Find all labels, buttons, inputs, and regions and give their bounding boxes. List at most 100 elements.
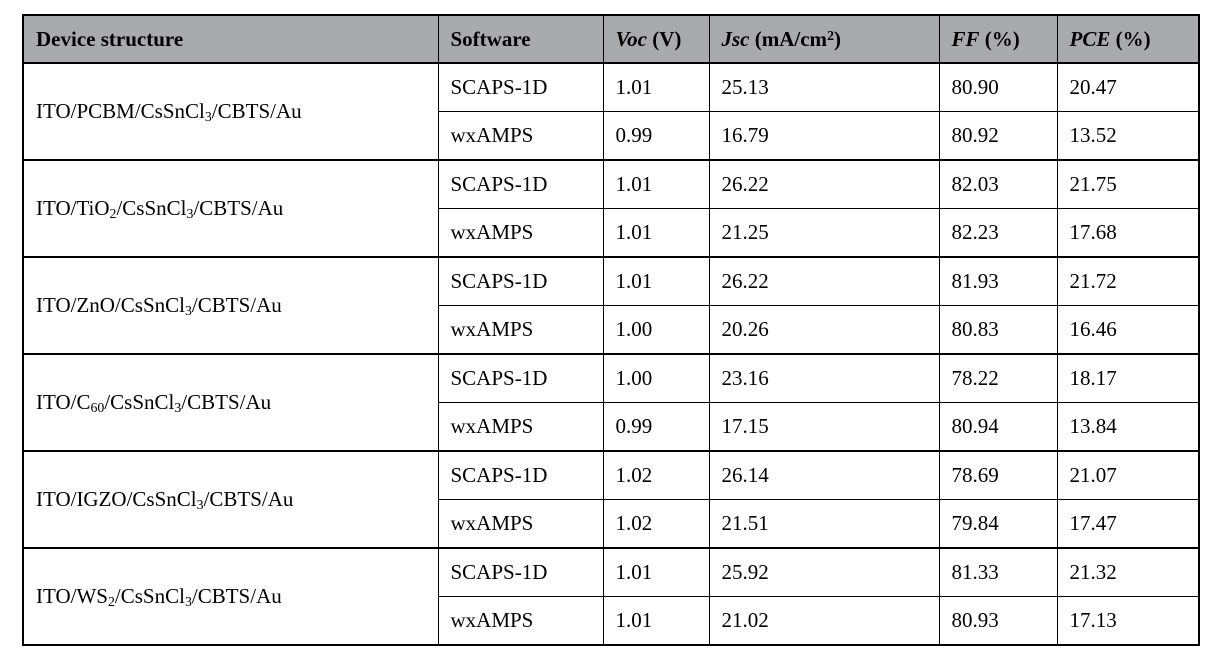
ff-cell: 81.33: [938, 547, 1058, 597]
text-fragment: ITO/IGZO/CsSnCl: [36, 487, 197, 512]
text-fragment: 3: [186, 206, 194, 222]
text-fragment: Jsc: [721, 26, 750, 51]
pce-cell: 17.13: [1056, 596, 1200, 646]
column-header-software: Software: [437, 14, 604, 64]
software-cell: SCAPS-1D: [437, 450, 604, 500]
device-structure-cell: ITO/ZnO/CsSnCl3/CBTS/Au: [22, 256, 439, 355]
pce-cell: 21.75: [1056, 159, 1200, 209]
text-fragment: ITO/ZnO/CsSnCl: [36, 293, 185, 318]
voc-cell: 1.01: [602, 208, 710, 258]
text-fragment: ): [834, 26, 841, 51]
text-fragment: 3: [184, 594, 192, 610]
text-fragment: /CBTS/Au: [203, 487, 294, 512]
pce-cell: 18.17: [1056, 353, 1200, 403]
pce-cell: 13.84: [1056, 402, 1200, 452]
text-fragment: /CBTS/Au: [211, 99, 302, 124]
table-row: ITO/WS2/CsSnCl3/CBTS/Au SCAPS-1D 1.01 25.92…: [22, 547, 1200, 646]
text-fragment: 3: [174, 400, 182, 416]
column-header-pce: PCE (%): [1056, 14, 1200, 64]
pce-cell: 13.52: [1056, 111, 1200, 161]
text-fragment: Device structure: [36, 26, 184, 51]
software-cell: wxAMPS: [437, 402, 604, 452]
ff-cell: 80.90: [938, 62, 1058, 112]
page-content: Device structure Software Voc (V) Jsc (mA/c…: [22, 14, 1200, 646]
software-cell: wxAMPS: [437, 596, 604, 646]
column-header-device: Device structure: [22, 14, 439, 64]
column-header-voc: Voc (V): [602, 14, 710, 64]
text-fragment: /CBTS/Au: [191, 584, 282, 609]
text-fragment: ITO/PCBM/CsSnCl: [36, 99, 205, 124]
jsc-cell: 26.22: [708, 159, 940, 209]
ff-cell: 78.69: [938, 450, 1058, 500]
jsc-cell: 21.51: [708, 499, 940, 549]
column-header-jsc: Jsc (mA/cm2): [708, 14, 940, 64]
ff-cell: 81.93: [938, 256, 1058, 306]
jsc-cell: 26.14: [708, 450, 940, 500]
device-structure-cell: ITO/IGZO/CsSnCl3/CBTS/Au: [22, 450, 439, 549]
text-fragment: (%): [979, 26, 1020, 51]
ff-cell: 80.93: [938, 596, 1058, 646]
software-cell: SCAPS-1D: [437, 62, 604, 112]
pce-cell: 17.68: [1056, 208, 1200, 258]
table-row: ITO/ZnO/CsSnCl3/CBTS/Au SCAPS-1D 1.01 26.22…: [22, 256, 1200, 355]
software-cell: SCAPS-1D: [437, 353, 604, 403]
table-row: ITO/C60/CsSnCl3/CBTS/Au SCAPS-1D 1.00 23.16…: [22, 353, 1200, 452]
jsc-cell: 23.16: [708, 353, 940, 403]
text-fragment: /CsSnCl: [114, 584, 185, 609]
text-fragment: (V): [647, 26, 682, 51]
ff-cell: 80.83: [938, 305, 1058, 355]
text-fragment: /CBTS/Au: [181, 390, 272, 415]
text-fragment: 60: [90, 400, 105, 416]
pce-cell: 20.47: [1056, 62, 1200, 112]
jsc-cell: 21.25: [708, 208, 940, 258]
text-fragment: /CsSnCl: [116, 196, 187, 221]
text-fragment: /CBTS/Au: [193, 196, 284, 221]
voc-cell: 1.01: [602, 256, 710, 306]
text-fragment: PCE: [1069, 26, 1111, 51]
jsc-cell: 25.92: [708, 547, 940, 597]
software-cell: SCAPS-1D: [437, 256, 604, 306]
text-fragment: /CsSnCl: [104, 390, 175, 415]
text-fragment: 3: [204, 109, 212, 125]
device-structure-cell: ITO/PCBM/CsSnCl3/CBTS/Au: [22, 62, 439, 161]
pce-cell: 21.32: [1056, 547, 1200, 597]
voc-cell: 1.01: [602, 596, 710, 646]
table-row: ITO/PCBM/CsSnCl3/CBTS/Au SCAPS-1D 1.01 25.1…: [22, 62, 1200, 161]
voc-cell: 1.00: [602, 353, 710, 403]
jsc-cell: 20.26: [708, 305, 940, 355]
text-fragment: Voc: [615, 26, 648, 51]
voc-cell: 1.01: [602, 547, 710, 597]
text-fragment: 2: [109, 206, 117, 222]
software-cell: wxAMPS: [437, 111, 604, 161]
ff-cell: 79.84: [938, 499, 1058, 549]
table-header: Device structure Software Voc (V) Jsc (mA/c…: [22, 14, 1200, 64]
text-fragment: 3: [184, 303, 192, 319]
device-structure-cell: ITO/WS2/CsSnCl3/CBTS/Au: [22, 547, 439, 646]
device-performance-table: Device structure Software Voc (V) Jsc (mA/c…: [22, 14, 1200, 646]
text-fragment: /CBTS/Au: [191, 293, 282, 318]
text-fragment: (%): [1110, 26, 1151, 51]
voc-cell: 0.99: [602, 402, 710, 452]
text-fragment: FF: [951, 26, 980, 51]
table-row: ITO/TiO2/CsSnCl3/CBTS/Au SCAPS-1D 1.01 26.2…: [22, 159, 1200, 258]
pce-cell: 17.47: [1056, 499, 1200, 549]
voc-cell: 1.02: [602, 499, 710, 549]
ff-cell: 80.92: [938, 111, 1058, 161]
table-body: ITO/PCBM/CsSnCl3/CBTS/Au SCAPS-1D 1.01 25.1…: [22, 62, 1200, 646]
voc-cell: 1.01: [602, 159, 710, 209]
software-cell: wxAMPS: [437, 208, 604, 258]
table-row: wxAMPS 0.99 16.79 80.92 13.52: [23, 111, 1200, 161]
jsc-cell: 16.79: [708, 111, 940, 161]
table-row: ITO/IGZO/CsSnCl3/CBTS/Au SCAPS-1D 1.02 26.1…: [22, 450, 1200, 549]
software-cell: SCAPS-1D: [437, 547, 604, 597]
ff-cell: 82.03: [938, 159, 1058, 209]
voc-cell: 1.00: [602, 305, 710, 355]
pce-cell: 21.07: [1056, 450, 1200, 500]
text-fragment: 3: [196, 497, 204, 513]
jsc-cell: 17.15: [708, 402, 940, 452]
text-fragment: (mA/cm: [749, 26, 828, 51]
device-structure-cell: ITO/C60/CsSnCl3/CBTS/Au: [22, 353, 439, 452]
text-fragment: 2: [107, 594, 115, 610]
device-structure-cell: ITO/TiO2/CsSnCl3/CBTS/Au: [22, 159, 439, 258]
software-cell: wxAMPS: [437, 305, 604, 355]
